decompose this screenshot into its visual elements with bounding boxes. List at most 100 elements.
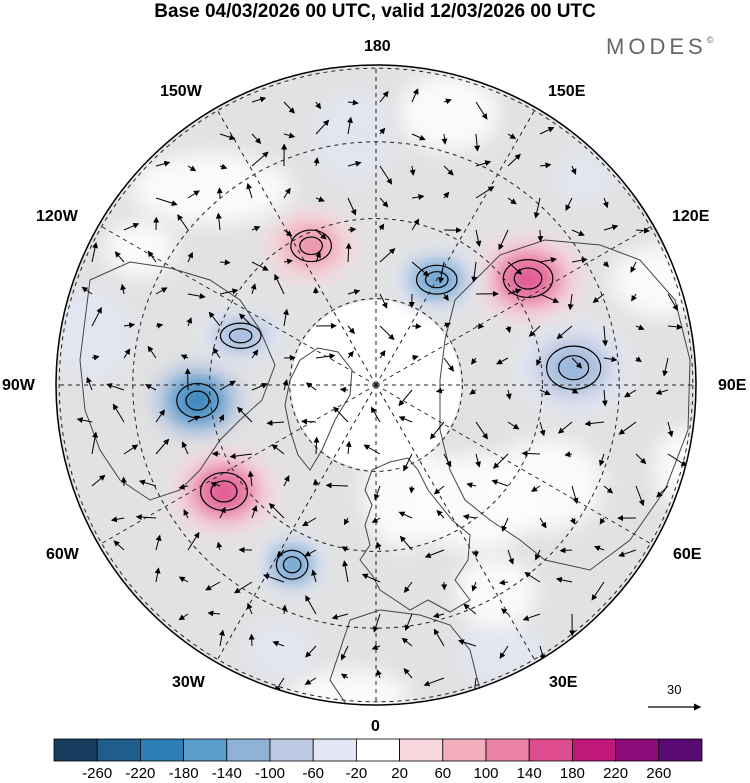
wind-vector: [411, 261, 430, 277]
anomaly-low-14: [195, 307, 286, 364]
wind-vector: [376, 541, 382, 551]
wind-vector: [411, 88, 419, 103]
colorbar-tick-label: 180: [559, 765, 585, 782]
wind-vector: [505, 325, 512, 334]
wind-vector: [591, 581, 605, 601]
wind-vector: [234, 581, 253, 594]
anomaly-low-0: [151, 362, 244, 439]
wind-vector: [436, 509, 445, 519]
wind-vector: [539, 389, 551, 396]
wind-vector: [398, 511, 413, 519]
wind-vector: [457, 639, 477, 647]
wind-vector: [301, 418, 317, 425]
wind-vector: [110, 516, 125, 523]
anomaly-low-2: [257, 532, 328, 597]
wind-vector: [177, 214, 189, 231]
coastline-north-america: [79, 261, 276, 501]
wind-vector: [602, 197, 609, 209]
wind-vector: [315, 353, 336, 360]
wind-vector: [347, 350, 354, 359]
anomaly-high-7: [473, 236, 584, 321]
wind-vector: [379, 248, 396, 263]
wind-vector: [401, 637, 413, 647]
wind-vector: [106, 383, 125, 391]
wind-vector: [251, 505, 258, 519]
wind-vector: [404, 613, 413, 632]
wind-vector: [120, 283, 127, 295]
wind-vector: [618, 549, 637, 557]
wind-vector: [304, 677, 317, 685]
wind-vector: [247, 470, 254, 487]
meridian-210: [215, 107, 377, 386]
wind-vector: [602, 325, 609, 347]
wind-vector: [339, 386, 349, 393]
wind-vector: [539, 293, 560, 303]
wind-vector: [347, 325, 355, 335]
wind-vector: [347, 99, 359, 106]
wind-vector: [271, 444, 285, 455]
colorbar-bin-7: [355, 738, 400, 762]
wind-vector: [474, 133, 481, 152]
wind-vector: [266, 419, 285, 426]
wind-vector: [507, 153, 521, 167]
wind-vector: [315, 229, 327, 240]
anomaly-high-4: [364, 438, 445, 549]
wind-vector: [592, 293, 605, 303]
wind-vector: [565, 197, 573, 212]
wind-vector: [91, 242, 98, 263]
wind-vector: [248, 633, 255, 647]
wind-vector: [496, 357, 509, 365]
wind-vector: [475, 323, 485, 330]
colorbar-bin-1: [96, 738, 141, 762]
wind-vector: [501, 517, 509, 532]
wind-vector: [155, 160, 171, 167]
wind-vector: [263, 573, 285, 583]
modes-logo: MODES©: [606, 34, 713, 60]
wind-vector: [272, 640, 285, 647]
wind-vector: [379, 197, 389, 208]
wind-vector: [347, 160, 362, 167]
wind-vector: [601, 389, 608, 407]
wind-vector: [667, 323, 683, 330]
wind-vector: [315, 251, 321, 263]
wind-vector: [507, 261, 523, 275]
wind-vector: [539, 126, 555, 135]
wind-vector: [219, 506, 226, 519]
anomaly-low-21: [56, 284, 133, 385]
wind-vector: [655, 389, 669, 395]
wind-vector: [618, 421, 637, 435]
wind-vector: [571, 357, 583, 369]
wind-vector: [315, 101, 322, 110]
wind-vector: [539, 517, 547, 529]
wind-vector: [250, 283, 257, 295]
wind-vector: [379, 127, 386, 135]
anomaly-high-5: [492, 439, 603, 530]
wind-vector: [238, 313, 253, 327]
latitude-circle-3: [58, 67, 694, 703]
wind-vector: [210, 481, 221, 488]
wind-vector: [274, 273, 285, 295]
wind-vector: [212, 347, 221, 359]
wind-vector: [282, 379, 289, 391]
wind-vector: [123, 444, 139, 455]
wind-vector: [305, 645, 317, 658]
wind-vector: [91, 307, 102, 327]
wind-vector: [186, 317, 193, 327]
wind-vector: [539, 421, 546, 437]
wind-vector: [408, 485, 415, 494]
wind-vector: [443, 357, 455, 372]
colorbar-bin-12: [572, 738, 617, 762]
wind-vector: [555, 576, 573, 583]
wind-vector: [219, 259, 231, 266]
wind-vector: [379, 90, 389, 103]
colorbar-bin-6: [312, 738, 357, 762]
wind-vector: [398, 389, 413, 407]
wind-vector: [315, 119, 330, 135]
wind-vector: [507, 549, 514, 565]
wind-vector: [219, 380, 236, 391]
wind-vector: [343, 517, 350, 526]
wind-vector: [403, 668, 413, 679]
wind-vector: [507, 133, 517, 139]
wind-vector: [347, 289, 361, 295]
